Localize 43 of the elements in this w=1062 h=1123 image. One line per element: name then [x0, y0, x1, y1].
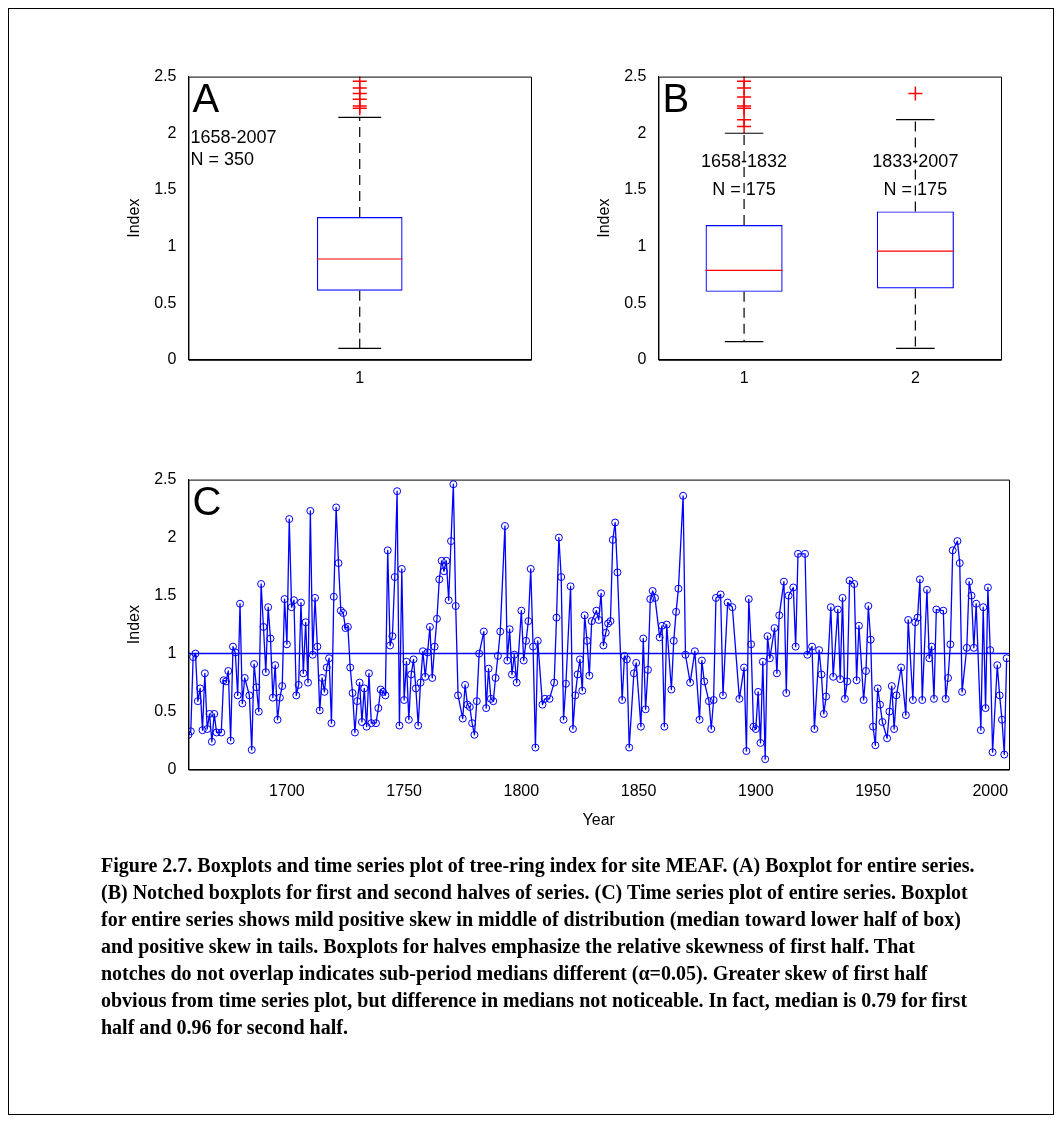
annotation: 1658-2007	[190, 126, 277, 147]
x-tick-label: 1	[355, 368, 365, 386]
y-tick-label: 1	[637, 236, 647, 254]
x-tick-label: 2	[910, 368, 920, 386]
y-tick-label: 0	[167, 350, 177, 368]
annotation: B	[662, 75, 690, 120]
y-tick-label: 0.5	[624, 293, 647, 311]
y-axis-title: Index	[125, 198, 143, 238]
y-tick-label: 0	[167, 760, 177, 778]
x-tick-label: 1750	[386, 781, 423, 799]
x-tick-label: 1950	[855, 781, 891, 799]
y-tick-label: 2	[637, 123, 647, 141]
y-tick-label: 0.5	[154, 293, 177, 311]
annotation: N = 350	[190, 148, 254, 169]
y-tick-label: 1.5	[154, 586, 177, 604]
x-tick-label: 1850	[620, 781, 657, 799]
annotation: 1658-1832	[701, 150, 788, 171]
y-tick-label: 2	[167, 123, 177, 141]
y-axis-title: Index	[125, 605, 143, 645]
y-tick-label: 0	[637, 350, 647, 368]
y-axis-title: Index	[595, 198, 613, 238]
y-tick-label: 1	[167, 644, 177, 662]
caption: Figure 2.7. Boxplots and time series plot of tree-ring index for site MEAF. (A) Boxplot for entire series. (B) Notched boxplots for first and second halves of series. (C) Time series plot of entire series. Boxplot for entire series shows mild positive skew in middle of distribution (median toward lower half of box) and positive skew in tails. Boxplots for halves emphasize the relative skewness of first half. That notches do not overlap indicates sub-period medians different (α=0.05). Greater skew of first half obvious from time series plot, but difference in medians not noticeable. In fact, median is 0.79 for first half and 0.96 for second half.	[101, 853, 976, 1040]
annotation: N = 175	[883, 178, 948, 199]
x-tick-label: 2000	[972, 781, 1009, 799]
x-tick-label: 1700	[269, 781, 305, 799]
x-axis-title: Year	[582, 810, 616, 828]
y-tick-label: 1	[167, 236, 177, 254]
y-tick-label: 1.5	[624, 180, 647, 198]
y-tick-label: 2.5	[154, 67, 177, 85]
x-tick-label: 1900	[738, 781, 774, 799]
y-tick-label: 1.5	[154, 180, 177, 198]
annotation: 1833-2007	[872, 150, 959, 171]
y-tick-label: 0.5	[154, 702, 177, 720]
x-tick-label: 1800	[503, 781, 540, 799]
annotation: A	[192, 75, 220, 120]
figure-frame: Index 1 0 0.5 1 1.5 2 2.5 A 1658-2007 N = 350 Index 1 2 0 0.5 1 1.5 2 2.5 B 1658-1832 N = 175 1833-2007 N = 175 Year Index 1700 1750 1800 1850 1900 1950 2000 0 0.5 1 1.5 2 2.5 C Figure 2.7. Boxplots and time series plot of tree-ring index for site MEAF. (A) Boxplot for entire series. (B) Notched boxplots for first and second halves of series. (C) Time series plot of entire series. Boxplot for entire series shows mild positive skew in middle of distribution (median toward lower half of box) and positive skew in tails. Boxplots for halves emphasize the relative skewness of first half. That notches do not overlap indicates sub-period medians different (α=0.05). Greater skew of first half obvious from time series plot, but difference in medians not noticeable. In fact, median is 0.79 for first half and 0.96 for second half.	[8, 8, 1054, 1115]
annotation: N = 175	[712, 178, 776, 199]
y-tick-label: 2	[167, 528, 177, 546]
x-tick-label: 1	[739, 368, 749, 386]
annotation: C	[192, 478, 222, 523]
y-tick-label: 2.5	[624, 67, 647, 85]
y-tick-label: 2.5	[154, 470, 177, 488]
